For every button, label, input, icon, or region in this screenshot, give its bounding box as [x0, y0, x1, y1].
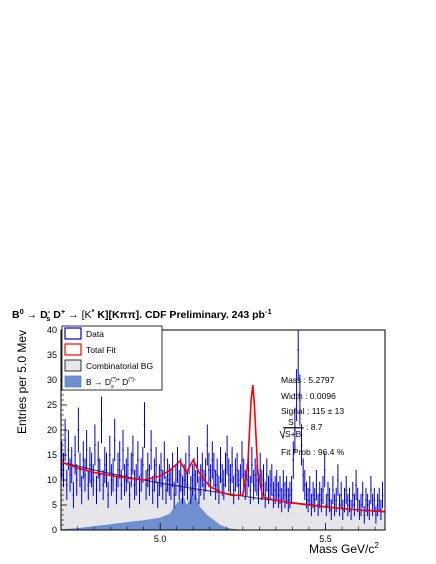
- legend-label-total-fit: Total Fit: [86, 345, 116, 355]
- comb-bg-area: [61, 462, 385, 530]
- legend-swatch-reflection: [64, 375, 82, 388]
- y-tick-label: 5: [52, 500, 57, 510]
- y-axis-label: Entries per 5.0 Mev: [15, 330, 29, 434]
- sqrt-icon: [279, 427, 304, 440]
- fit-significance-denominator: S+B: [285, 429, 302, 439]
- legend-label-comb-bg: Combinatorial BG: [86, 361, 153, 371]
- y-tick-label: 30: [47, 375, 57, 385]
- fit-width: Width : 0.0096: [281, 391, 336, 401]
- chart-title: B0 → D-s D+ → [K* K][Kππ]. CDF Prelimina…: [12, 307, 272, 323]
- y-tick-label: 35: [47, 350, 57, 360]
- plot-area: [60, 330, 386, 531]
- y-tick-label: 20: [47, 425, 57, 435]
- y-tick-label: 10: [47, 475, 57, 485]
- y-tick-label: 15: [47, 450, 57, 460]
- reflection-area: [60, 491, 385, 531]
- legend-label-data: Data: [86, 329, 104, 339]
- fit-significance-numerator: S: [288, 417, 294, 427]
- x-tick-label: 5.0: [154, 534, 167, 544]
- legend-swatch-comb-bg: [64, 359, 82, 372]
- legend-label-reflection: B → D(*)+ s D(*)-: [86, 377, 136, 390]
- y-tick-label: 25: [47, 400, 57, 410]
- total-fit-line: [60, 384, 386, 513]
- legend-swatch-total-fit: [64, 343, 82, 356]
- fit-signal: Signal : 115 ± 13: [281, 406, 344, 416]
- y-tick-label: 0: [52, 525, 57, 535]
- x-axis-label: Mass GeV/c2: [309, 541, 379, 556]
- y-tick-label: 40: [47, 325, 57, 335]
- fit-significance-value: : 8.7: [306, 422, 323, 432]
- fit-mass: Mass : 5.2797: [281, 375, 335, 385]
- legend: Data Total Fit Combinatorial BG B → D(*)…: [61, 325, 163, 391]
- fit-results: Mass : 5.2797 Width : 0.0096 Signal : 11…: [279, 375, 345, 457]
- axes: 0 5 10 15 20 25 30 35 40 5.0 5.5: [47, 325, 376, 544]
- legend-swatch-data: [64, 327, 82, 340]
- fit-probability: Fit Prob : 96.4 %: [281, 447, 345, 457]
- x-tick-label: 5.5: [319, 534, 332, 544]
